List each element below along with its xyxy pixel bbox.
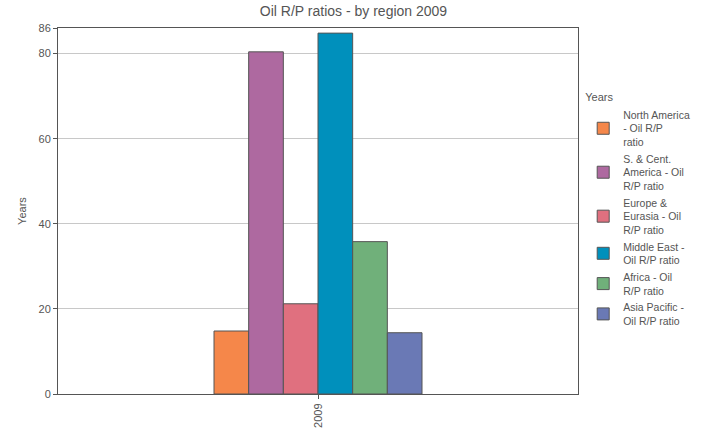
svg-text:86: 86 [39, 22, 51, 34]
svg-text:80: 80 [39, 47, 51, 59]
svg-text:S. & Cent.America - OilR/P rat: S. & Cent.America - OilR/P ratio [623, 153, 684, 192]
svg-text:20: 20 [39, 303, 51, 315]
svg-text:2009: 2009 [312, 403, 324, 427]
svg-text:North America- Oil R/Pratio: North America- Oil R/Pratio [623, 109, 690, 148]
svg-text:Middle East -Oil R/P ratio: Middle East -Oil R/P ratio [623, 241, 685, 267]
svg-text:Asia Pacific -Oil R/P ratio: Asia Pacific -Oil R/P ratio [623, 301, 684, 327]
svg-text:Oil R/P ratios - by region 200: Oil R/P ratios - by region 2009 [260, 3, 447, 19]
svg-text:Europe &Eurasia - OilR/P ratio: Europe &Eurasia - OilR/P ratio [623, 197, 681, 236]
svg-text:Years: Years [16, 197, 28, 225]
svg-text:0: 0 [45, 388, 51, 400]
svg-text:Years: Years [585, 91, 613, 103]
svg-text:Africa - OilR/P ratio: Africa - OilR/P ratio [623, 271, 672, 297]
svg-text:40: 40 [39, 218, 51, 230]
svg-text:60: 60 [39, 133, 51, 145]
